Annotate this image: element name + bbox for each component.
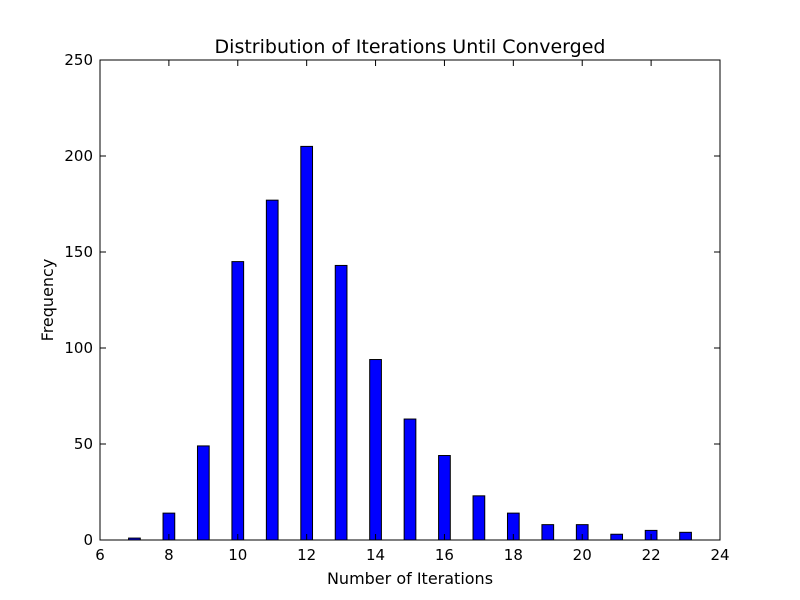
x-tick-label-18: 18 bbox=[504, 546, 523, 564]
x-tick-label-8: 8 bbox=[164, 546, 174, 564]
bar-16 bbox=[438, 455, 451, 541]
bar-15 bbox=[403, 418, 417, 541]
x-tick-label-6: 6 bbox=[95, 546, 105, 564]
bar-9 bbox=[196, 445, 210, 541]
bar-13 bbox=[334, 264, 348, 541]
bar-23 bbox=[679, 531, 692, 541]
bar-17 bbox=[472, 495, 486, 541]
x-tick-label-24: 24 bbox=[710, 546, 729, 564]
y-tick-label-200: 200 bbox=[64, 147, 93, 165]
x-tick-label-12: 12 bbox=[297, 546, 316, 564]
bar-14 bbox=[369, 359, 382, 541]
axes-layer: 6 8 10 12 14 16 18 20 22 24 0 50 100 150 200 250 bbox=[64, 51, 729, 564]
x-tick-label-16: 16 bbox=[435, 546, 454, 564]
chart-title: Distribution of Iterations Until Converg… bbox=[215, 36, 606, 58]
bar-10 bbox=[231, 261, 245, 541]
y-tick-label-100: 100 bbox=[64, 339, 93, 357]
bar-21 bbox=[610, 533, 624, 541]
bar-19 bbox=[541, 524, 555, 541]
bar-12 bbox=[300, 145, 314, 541]
x-tick-label-14: 14 bbox=[366, 546, 385, 564]
x-tick-label-10: 10 bbox=[228, 546, 247, 564]
y-tick-label-150: 150 bbox=[64, 243, 93, 261]
x-tick-label-22: 22 bbox=[642, 546, 661, 564]
bars-layer bbox=[128, 145, 692, 541]
y-tick-label-0: 0 bbox=[83, 531, 93, 549]
x-axis-title: Number of Iterations bbox=[327, 569, 493, 588]
y-axis-title: Frequency bbox=[38, 259, 57, 342]
y-tick-label-250: 250 bbox=[64, 51, 93, 69]
y-tick-label-50: 50 bbox=[74, 435, 93, 453]
bar-11 bbox=[265, 199, 279, 541]
x-tick-label-20: 20 bbox=[573, 546, 592, 564]
plot-frame bbox=[99, 59, 721, 541]
